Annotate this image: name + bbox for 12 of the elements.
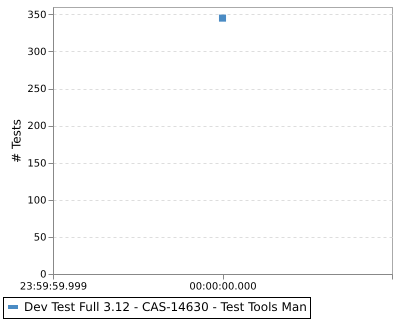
x-tick-label: 23:59:59.999: [20, 282, 88, 292]
y-tick-label: 300: [27, 47, 46, 58]
y-tick-label: 0: [40, 270, 46, 280]
y-tick-label: 200: [27, 121, 46, 132]
y-tick-label: 100: [27, 195, 46, 206]
y-axis-title: # Tests: [9, 119, 24, 163]
y-tick-label: 350: [27, 10, 46, 21]
x-tick-label: 00:00:00.000: [189, 282, 257, 292]
y-tick-label: 150: [27, 158, 46, 170]
y-tick-label: 50: [34, 232, 46, 244]
legend-label: Dev Test Full 3.12 - CAS-14630 - Test Tools Man: [24, 300, 307, 314]
y-tick-label: 250: [27, 84, 46, 96]
